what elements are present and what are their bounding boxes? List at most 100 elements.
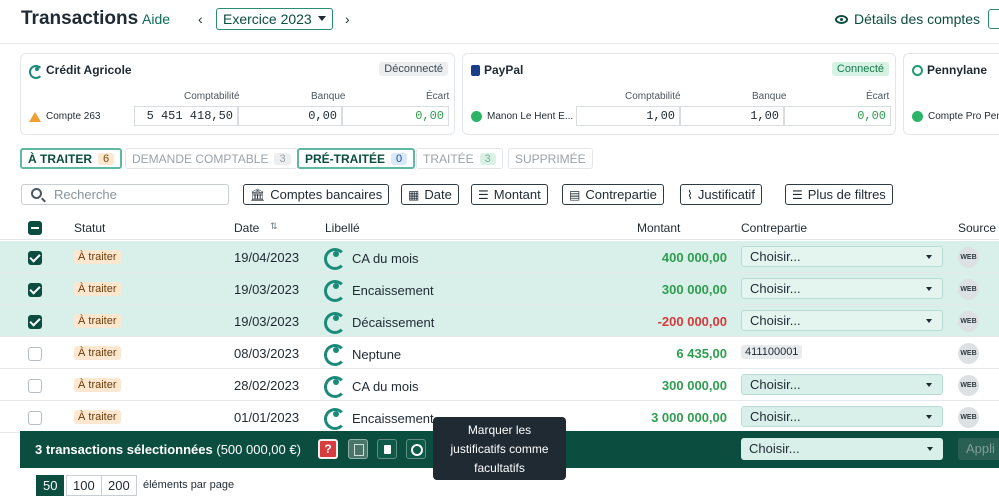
- help-link[interactable]: Aide: [142, 11, 171, 27]
- bank-card-paypal[interactable]: PayPal Connecté Comptabilité Banque Écar…: [462, 53, 896, 135]
- more-filters-button[interactable]: ☰ Plus de filtres: [785, 184, 893, 205]
- status-badge: À traiter: [74, 378, 121, 392]
- filter-counterpart-button[interactable]: ▤ Contrepartie: [562, 184, 664, 205]
- table-row[interactable]: À traiter 28/02/2023 CA du mois 300 000,…: [0, 369, 999, 401]
- select-all-checkbox[interactable]: [28, 221, 42, 235]
- row-checkbox[interactable]: [28, 315, 42, 329]
- trash-icon[interactable]: [377, 439, 397, 459]
- page-size-200[interactable]: 200: [101, 475, 137, 496]
- row-label: Neptune: [324, 343, 401, 366]
- tab-pre-traitee[interactable]: PRÉ-TRAITÉE 0: [297, 148, 416, 169]
- account-row: Compte Pro Pen: [912, 111, 999, 122]
- search-input[interactable]: Recherche: [21, 184, 229, 205]
- row-label-text: Encaissement: [352, 410, 434, 426]
- table-row[interactable]: À traiter 08/03/2023 Neptune 6 435,00 41…: [0, 337, 999, 369]
- ecart-value: 0,00: [342, 106, 449, 126]
- chevron-down-icon: [927, 447, 933, 451]
- row-label: Décaissement: [324, 311, 435, 334]
- tab-a-traiter[interactable]: À TRAITER 6: [20, 148, 123, 169]
- bank-icon: 🏛: [250, 187, 266, 202]
- bank-card-credit-agricole[interactable]: Crédit Agricole Déconnecté Comptabilité …: [20, 53, 455, 135]
- source-badge: WEB: [958, 279, 979, 300]
- counterpart-select[interactable]: Choisir...: [741, 374, 943, 395]
- source-badge: WEB: [958, 343, 979, 364]
- col-banque: Banque: [311, 91, 346, 102]
- col-date[interactable]: Date: [234, 221, 260, 235]
- row-checkbox[interactable]: [28, 251, 42, 265]
- col-banque: Banque: [752, 91, 787, 102]
- tab-label: SUPPRIMÉE: [515, 151, 586, 166]
- col-comptabilite: Comptabilité: [625, 91, 681, 102]
- table-row[interactable]: À traiter 19/03/2023 Décaissement -200 0…: [0, 305, 999, 337]
- duplicate-icon[interactable]: [348, 439, 368, 459]
- bulk-counterpart-value: Choisir...: [749, 441, 800, 456]
- table-row[interactable]: À traiter 19/04/2023 CA du mois 400 000,…: [0, 241, 999, 273]
- row-label-text: Décaissement: [352, 314, 435, 330]
- counterpart-select[interactable]: Choisir...: [741, 246, 943, 267]
- col-contrepartie[interactable]: Contrepartie: [741, 221, 808, 235]
- table-row[interactable]: À traiter 19/03/2023 Encaissement 300 00…: [0, 273, 999, 305]
- filter-attachment-button[interactable]: ⌇ Justificatif: [680, 184, 762, 205]
- account-details-link[interactable]: Détails des comptes: [835, 11, 980, 27]
- col-statut[interactable]: Statut: [74, 221, 106, 235]
- counterpart-select[interactable]: Choisir...: [741, 406, 943, 427]
- bank-card-pennylane[interactable]: Pennylane Compte Pro Pen: [903, 53, 999, 135]
- row-checkbox[interactable]: [28, 379, 42, 393]
- tooltip-line: justificatifs comme: [450, 442, 549, 456]
- row-checkbox[interactable]: [28, 283, 42, 297]
- sync-ok-icon: [912, 111, 923, 122]
- row-checkbox[interactable]: [28, 347, 42, 361]
- col-source[interactable]: Source: [958, 221, 997, 235]
- credit-agricole-logo-icon: [324, 279, 346, 302]
- chevron-down-icon: [926, 415, 932, 419]
- tab-label: TRAITÉE: [423, 151, 474, 166]
- table-header: Statut Date ⇅ Libellé Montant Contrepart…: [0, 214, 999, 240]
- row-date: 19/04/2023: [234, 250, 300, 265]
- row-label-text: CA du mois: [352, 250, 419, 266]
- filter-date-button[interactable]: ▦ Date: [401, 184, 459, 205]
- account-name: Manon Le Hent E...: [487, 111, 574, 122]
- prev-year-chevron-icon[interactable]: ‹: [198, 11, 203, 27]
- table-row[interactable]: À traiter 01/01/2023 Encaissement 3 000 …: [0, 401, 999, 433]
- mark-optional-icon[interactable]: [406, 439, 426, 459]
- bulk-counterpart-select[interactable]: Choisir...: [741, 438, 943, 460]
- filter-amount-button[interactable]: ☰ Montant: [471, 184, 548, 205]
- comptabilite-value: 5 451 418,50: [134, 106, 238, 126]
- account-row: Manon Le Hent E...: [471, 111, 573, 122]
- request-info-icon[interactable]: ?: [318, 439, 338, 459]
- counterpart-value: Choisir...: [750, 249, 801, 264]
- row-date: 19/03/2023: [234, 282, 300, 297]
- sort-icon[interactable]: ⇅: [270, 221, 278, 231]
- fiscal-year-select[interactable]: Exercice 2023: [216, 8, 333, 30]
- tab-traitee[interactable]: TRAITÉE 3: [416, 148, 503, 169]
- col-ecart: Écart: [866, 91, 890, 102]
- status-badge: À traiter: [74, 346, 121, 360]
- credit-agricole-logo-icon: [324, 311, 346, 334]
- bank-name: PayPal: [471, 63, 523, 77]
- account-row: Compte 263: [29, 111, 100, 122]
- filter-bank-accounts-button[interactable]: 🏛 Comptes bancaires: [243, 184, 390, 205]
- credit-agricole-logo-icon: [324, 247, 346, 270]
- counterpart-select[interactable]: Choisir...: [741, 278, 943, 299]
- col-montant[interactable]: Montant: [637, 221, 681, 235]
- search-icon: [31, 188, 42, 199]
- tab-supprimee[interactable]: SUPPRIMÉE: [508, 148, 593, 169]
- credit-agricole-logo-icon: [29, 64, 43, 79]
- page-size-50[interactable]: 50: [36, 475, 65, 496]
- tab-count: 0: [391, 152, 408, 165]
- sync-ok-icon: [471, 111, 482, 122]
- tab-demande-comptable[interactable]: DEMANDE COMPTABLE 3: [125, 148, 298, 169]
- col-libelle[interactable]: Libellé: [325, 221, 360, 235]
- row-date: 28/02/2023: [234, 378, 300, 393]
- counterpart-chip[interactable]: 411100001: [741, 345, 803, 359]
- next-year-chevron-icon[interactable]: ›: [345, 11, 350, 27]
- overflow-button[interactable]: [988, 9, 999, 29]
- row-amount: 300 000,00: [661, 282, 727, 297]
- filter-label: Contrepartie: [585, 187, 657, 202]
- paperclip-icon: ⌇: [687, 187, 693, 202]
- counterpart-select[interactable]: Choisir...: [741, 310, 943, 331]
- row-checkbox[interactable]: [28, 411, 42, 425]
- fiscal-year-label: Exercice 2023: [223, 11, 312, 27]
- page-size-100[interactable]: 100: [66, 475, 102, 496]
- apply-button[interactable]: Appli: [958, 438, 999, 460]
